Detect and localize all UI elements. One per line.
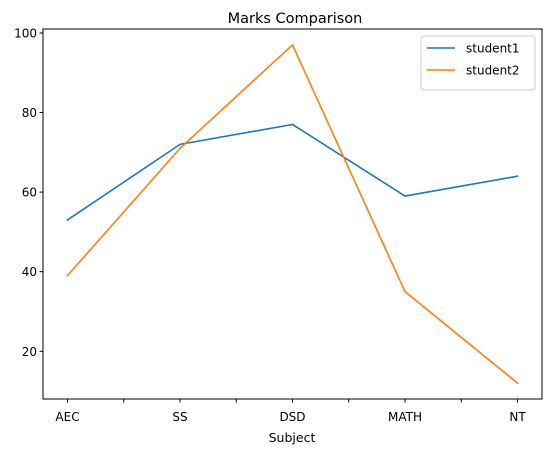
data-point-student1-SS [179,143,181,146]
data-point-student2-MATH [404,290,406,293]
x-tick-label: DSD [279,410,305,424]
data-point-student1-MATH [404,195,406,197]
y-tick-label: 40 [22,265,37,279]
x-axis: AEC SS DSD MATH NT [55,399,526,424]
y-tick-label: 60 [22,186,37,200]
y-axis: 20 40 60 80 100 [14,26,43,359]
legend: student1 student2 [420,35,536,91]
legend-box [420,35,536,91]
legend-label-student2: student2 [466,64,520,78]
legend-label-student1: student1 [466,42,520,56]
data-point-student2-SS [179,147,181,150]
plot-marks [66,44,519,385]
x-tick-label: NT [509,410,526,424]
series-line-student1 [66,123,519,222]
data-point-student2-NT [516,382,519,384]
x-tick-label: AEC [55,410,79,424]
x-tick-label: SS [172,410,187,424]
chart-title: Marks Comparison [228,11,363,27]
data-point-student1-NT [516,175,519,177]
data-point-student2-DSD [291,44,294,46]
y-tick-label: 100 [14,26,37,40]
data-point-student1-AEC [66,219,69,221]
y-tick-label: 20 [22,345,37,359]
x-axis-label: Subject [269,430,316,445]
y-tick-label: 80 [22,106,37,120]
series-line-student2 [66,44,519,385]
x-tick-label: MATH [388,410,422,424]
data-point-student1-DSD [291,123,294,126]
data-point-student2-AEC [66,274,69,277]
